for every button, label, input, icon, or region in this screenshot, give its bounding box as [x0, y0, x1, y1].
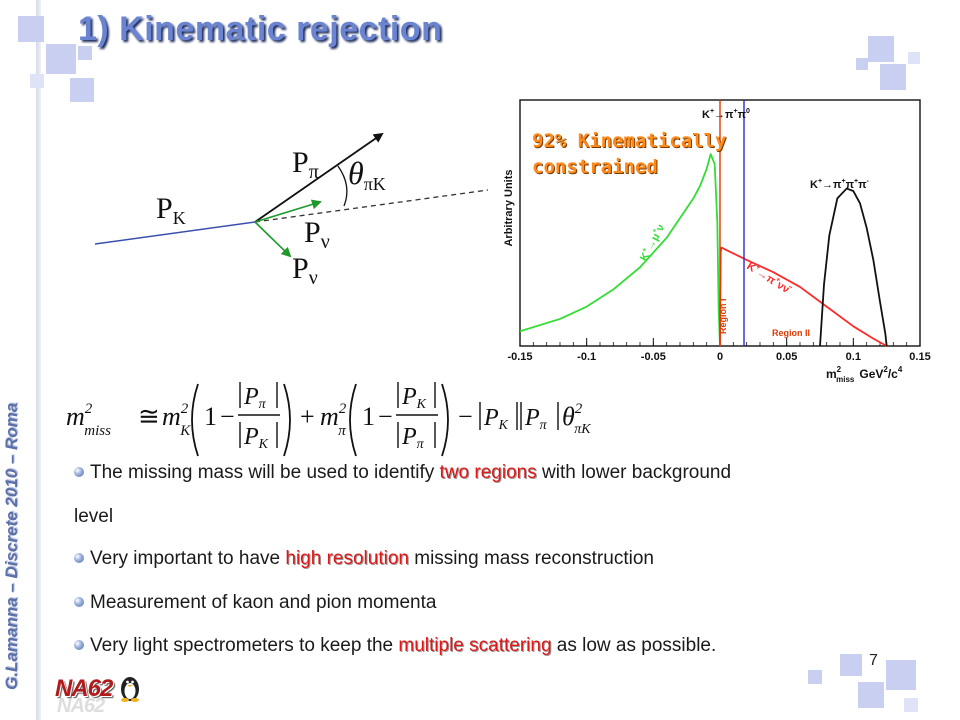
bullet-highlight: high resolution — [285, 548, 409, 569]
x-tick-label: 0.15 — [909, 351, 930, 363]
bullet-icon — [74, 467, 84, 477]
x-tick-label: 0 — [717, 351, 723, 363]
formula-theta: θ2 πK — [562, 401, 591, 437]
decoration-square — [886, 660, 916, 690]
decoration-square — [70, 78, 94, 102]
side-decoration-line — [36, 0, 41, 720]
bullet-text: Measurement of kaon and pion momenta — [90, 592, 437, 613]
decoration-square — [840, 654, 862, 676]
p-pi-label: Pπ — [292, 146, 319, 183]
decoration-square — [858, 682, 884, 708]
penguin-icon — [121, 677, 139, 702]
bullet-text: Very light spectrometers to keep the — [90, 635, 399, 656]
formula-den-ppi: Pπ — [401, 424, 425, 452]
x-tick-label: -0.15 — [507, 351, 532, 363]
formula-one: 1 — [362, 402, 375, 431]
page-number: 7 — [869, 652, 878, 669]
bullet-text: Very important to have — [90, 548, 286, 569]
p-nu-label: Pν — [304, 216, 330, 253]
decoration-square — [856, 58, 868, 70]
p-k-label: PK — [156, 192, 186, 228]
y-axis-label: Arbitrary Units — [503, 169, 515, 246]
formula-minus: − — [220, 402, 235, 431]
formula-plus: + — [300, 402, 315, 431]
bullet-item: Very important to have high resolution m… — [74, 548, 654, 570]
bullet-icon — [74, 597, 84, 607]
label-k3pi: K+→π+π+π- — [810, 178, 870, 191]
formula-mk: m2 K — [162, 401, 191, 439]
annotation-line-2: constrained — [532, 156, 658, 178]
formula-num-ppi: Pπ — [243, 384, 267, 412]
kaon-extension — [254, 189, 489, 223]
series-line — [819, 187, 888, 347]
slide-title: 1) Kinematic rejection — [78, 10, 443, 48]
neutrino-arrow — [254, 199, 322, 223]
decoration-square — [880, 64, 906, 90]
chart-annotation: 92% Kinematically constrained — [532, 128, 726, 180]
bullet-highlight: multiple scattering — [398, 635, 552, 656]
x-tick-label: 0.1 — [846, 351, 861, 363]
formula-den-pk: PK — [243, 424, 269, 452]
decoration-square — [78, 46, 92, 60]
formula-lhs: m2 miss — [66, 401, 111, 439]
kaon-track — [94, 221, 256, 245]
formula-ppi: Pπ — [524, 405, 548, 433]
formula-pk: PK — [483, 405, 509, 433]
formula-one: 1 — [204, 402, 217, 431]
pion-arrow — [254, 132, 384, 223]
theta-angle-arc — [337, 165, 348, 207]
formula-num-pk: PK — [401, 384, 427, 412]
bullet-item: Measurement of kaon and pion momenta — [74, 592, 436, 614]
label-region2: Region II — [772, 328, 810, 338]
annotation-line-1: 92% Kinematically — [532, 130, 727, 152]
x-tick-label: -0.1 — [577, 351, 596, 363]
bullet-text: missing mass reconstruction — [408, 548, 654, 569]
decoration-square — [30, 74, 44, 88]
bullet-continuation: level — [74, 506, 114, 527]
decoration-square — [908, 52, 920, 64]
formula-mpi: m2 π — [320, 401, 347, 439]
bullet-icon — [74, 553, 84, 563]
p-nu-label: Pν — [292, 252, 318, 289]
decoration-square — [18, 16, 44, 42]
decoration-square — [904, 698, 918, 712]
bullet-item: Very light spectrometers to keep the mul… — [74, 635, 716, 657]
bullet-text: as low as possible. — [551, 635, 717, 656]
decoration-square — [808, 670, 822, 684]
theta-label: θπK — [348, 155, 386, 194]
bullet-highlight: two regions — [439, 462, 537, 483]
na62-logo: NA62 — [55, 675, 113, 702]
logo-reflection: NA62 — [57, 695, 105, 717]
label-kpipi0: K+→π+π0 — [702, 108, 750, 121]
x-tick-label: 0.05 — [776, 351, 797, 363]
x-axis-label: m2 miss GeV2/c4 — [826, 365, 903, 384]
formula-minus: − — [378, 402, 393, 431]
series-line — [519, 153, 721, 347]
decoration-square — [868, 36, 894, 62]
decoration-square — [46, 44, 76, 74]
x-tick-label: -0.05 — [641, 351, 666, 363]
label-region1: Region I — [718, 299, 728, 335]
formula-minus: − — [458, 402, 473, 431]
bullet-item: The missing mass will be used to identif… — [74, 462, 731, 484]
bullet-icon — [74, 640, 84, 650]
bullet-text: The missing mass will be used to identif… — [90, 462, 440, 483]
neutrino-arrow — [254, 221, 292, 258]
formula-approx: ≅ — [138, 402, 160, 431]
series-line — [719, 246, 888, 347]
bullet-text: with lower background — [536, 462, 732, 483]
